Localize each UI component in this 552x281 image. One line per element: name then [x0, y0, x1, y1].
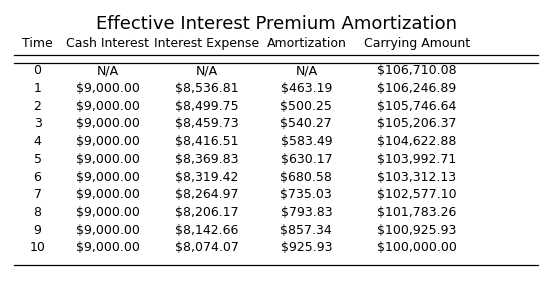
Text: $9,000.00: $9,000.00 — [76, 171, 140, 183]
Text: $857.34: $857.34 — [280, 224, 332, 237]
Text: 1: 1 — [34, 82, 41, 95]
Text: $9,000.00: $9,000.00 — [76, 188, 140, 201]
Text: $9,000.00: $9,000.00 — [76, 224, 140, 237]
Text: $463.19: $463.19 — [280, 82, 332, 95]
Text: Carrying Amount: Carrying Amount — [364, 37, 470, 50]
Text: $8,074.07: $8,074.07 — [175, 241, 239, 254]
Text: 6: 6 — [34, 171, 41, 183]
Text: $925.93: $925.93 — [280, 241, 332, 254]
Text: $105,206.37: $105,206.37 — [377, 117, 457, 130]
Text: $793.83: $793.83 — [280, 206, 332, 219]
Text: $540.27: $540.27 — [280, 117, 332, 130]
Text: $9,000.00: $9,000.00 — [76, 135, 140, 148]
Text: 10: 10 — [30, 241, 45, 254]
Text: N/A: N/A — [295, 64, 317, 77]
Text: $9,000.00: $9,000.00 — [76, 100, 140, 113]
Text: $100,925.93: $100,925.93 — [377, 224, 457, 237]
Text: $102,577.10: $102,577.10 — [377, 188, 457, 201]
Text: $106,246.89: $106,246.89 — [377, 82, 457, 95]
Text: 5: 5 — [34, 153, 41, 166]
Text: $8,416.51: $8,416.51 — [175, 135, 239, 148]
Text: $8,536.81: $8,536.81 — [175, 82, 239, 95]
Text: $105,746.64: $105,746.64 — [377, 100, 457, 113]
Text: $8,142.66: $8,142.66 — [176, 224, 238, 237]
Text: 7: 7 — [34, 188, 41, 201]
Text: $9,000.00: $9,000.00 — [76, 153, 140, 166]
Text: $106,710.08: $106,710.08 — [377, 64, 457, 77]
Text: $735.03: $735.03 — [280, 188, 332, 201]
Text: N/A: N/A — [97, 64, 119, 77]
Text: Interest Expense: Interest Expense — [155, 37, 259, 50]
Text: $104,622.88: $104,622.88 — [377, 135, 457, 148]
Text: $630.17: $630.17 — [280, 153, 332, 166]
Text: $103,312.13: $103,312.13 — [377, 171, 457, 183]
Text: Time: Time — [22, 37, 53, 50]
Text: Amortization: Amortization — [267, 37, 346, 50]
Text: 4: 4 — [34, 135, 41, 148]
Text: $9,000.00: $9,000.00 — [76, 117, 140, 130]
Text: $500.25: $500.25 — [280, 100, 332, 113]
Text: 3: 3 — [34, 117, 41, 130]
Text: $101,783.26: $101,783.26 — [377, 206, 457, 219]
Text: 2: 2 — [34, 100, 41, 113]
Text: $9,000.00: $9,000.00 — [76, 206, 140, 219]
Text: $680.58: $680.58 — [280, 171, 332, 183]
Text: 9: 9 — [34, 224, 41, 237]
Text: 8: 8 — [34, 206, 41, 219]
Text: $8,499.75: $8,499.75 — [175, 100, 239, 113]
Text: $8,319.42: $8,319.42 — [176, 171, 238, 183]
Text: Effective Interest Premium Amortization: Effective Interest Premium Amortization — [95, 15, 457, 33]
Text: $8,206.17: $8,206.17 — [175, 206, 239, 219]
Text: N/A: N/A — [196, 64, 218, 77]
Text: $100,000.00: $100,000.00 — [377, 241, 457, 254]
Text: $103,992.71: $103,992.71 — [377, 153, 457, 166]
Text: $8,369.83: $8,369.83 — [175, 153, 239, 166]
Text: $9,000.00: $9,000.00 — [76, 82, 140, 95]
Text: $583.49: $583.49 — [280, 135, 332, 148]
Text: $8,459.73: $8,459.73 — [175, 117, 239, 130]
Text: $9,000.00: $9,000.00 — [76, 241, 140, 254]
Text: Cash Interest: Cash Interest — [66, 37, 149, 50]
Text: $8,264.97: $8,264.97 — [175, 188, 239, 201]
Text: 0: 0 — [34, 64, 41, 77]
